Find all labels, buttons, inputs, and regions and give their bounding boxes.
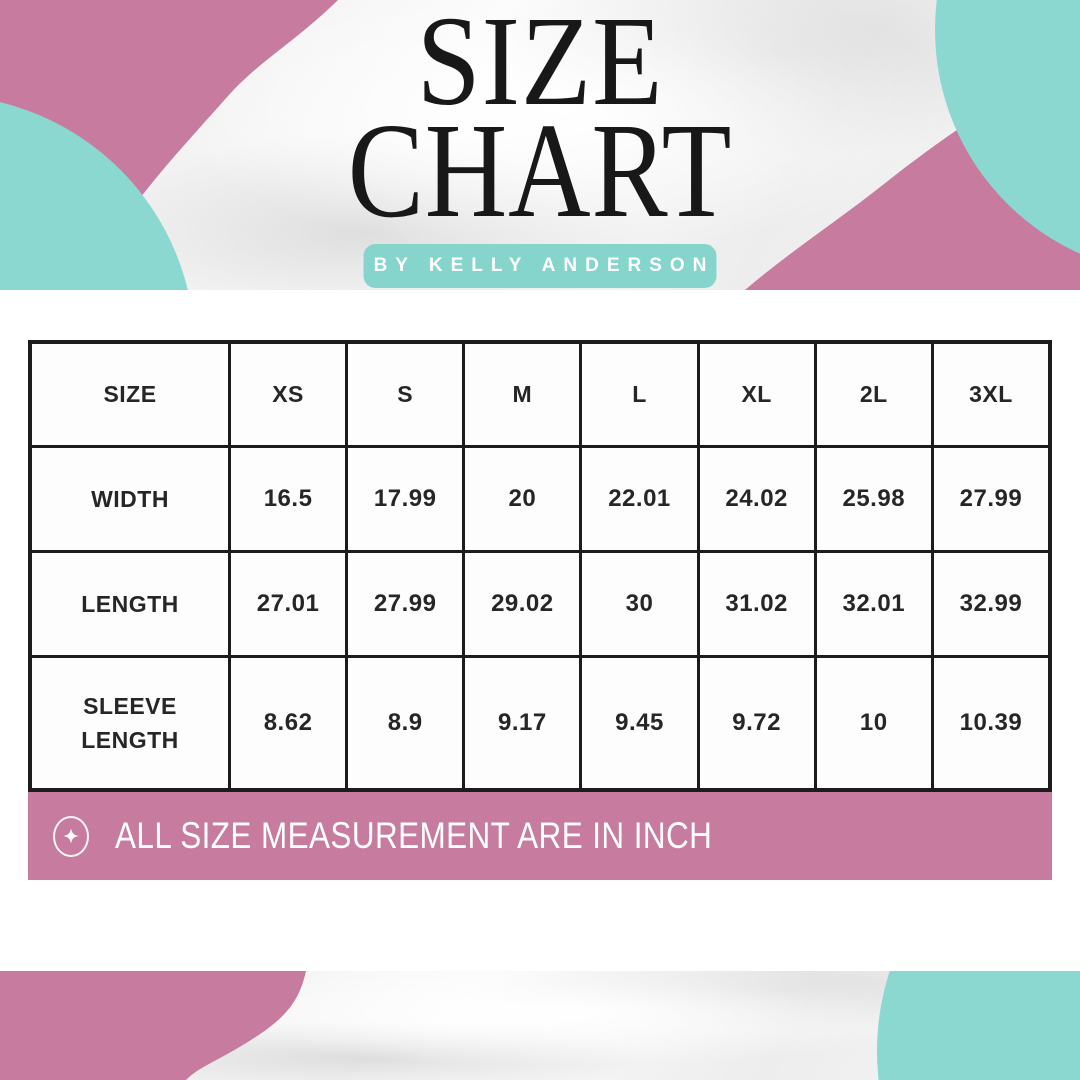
byline-badge: BY KELLY ANDERSON [363,244,717,288]
table-cell: 27.99 [933,448,1048,550]
bottom-blob-shapes [0,971,1080,1080]
header-cell-xs: XS [231,344,346,445]
size-table: SIZE XS S M L XL 2L 3XL WIDTH 16.5 17.99… [28,340,1052,792]
table-cell: 30 [582,553,697,655]
top-decoration-band: SIZE CHART BY KELLY ANDERSON [0,0,1080,290]
table-cell: 10 [816,658,931,788]
table-cell: 27.99 [348,553,463,655]
header-cell-s: S [348,344,463,445]
table-cell: 10.39 [933,658,1048,788]
table-cell: 8.9 [348,658,463,788]
header-cell-size: SIZE [32,344,228,445]
row-label-width: WIDTH [32,448,228,550]
pink-blob-bottom-left [0,971,306,1080]
table-cell: 27.01 [231,553,346,655]
table-cell: 24.02 [699,448,814,550]
header-cell-xl: XL [699,344,814,445]
top-blob-shapes [0,0,1080,290]
table-cell: 32.99 [933,553,1048,655]
row-label-sleeve-length: SLEEVE LENGTH [32,658,228,788]
table-cell: 29.02 [465,553,580,655]
table-cell: 9.45 [582,658,697,788]
header-cell-m: M [465,344,580,445]
teal-circle-bottom-left [0,102,188,290]
measurement-note-banner: ALL SIZE MEASUREMENT ARE IN INCH [28,792,1052,880]
header-cell-2l: 2L [816,344,931,445]
measurement-note-text: ALL SIZE MEASUREMENT ARE IN INCH [115,815,713,856]
table-cell: 16.5 [231,448,346,550]
sparkle-icon [53,815,89,857]
header-cell-3xl: 3XL [933,344,1048,445]
bottom-decoration-band [0,971,1080,1080]
teal-blob-bottom-right [877,971,1080,1080]
table-cell: 9.72 [699,658,814,788]
table-cell: 31.02 [699,553,814,655]
table-cell: 17.99 [348,448,463,550]
table-cell: 8.62 [231,658,346,788]
page-title-line1: SIZE [416,0,664,132]
page-title-line2: CHART [347,96,733,246]
table-cell: 32.01 [816,553,931,655]
header-cell-l: L [582,344,697,445]
table-cell: 9.17 [465,658,580,788]
table-cell: 25.98 [816,448,931,550]
row-label-length: LENGTH [32,553,228,655]
table-cell: 22.01 [582,448,697,550]
table-cell: 20 [465,448,580,550]
teal-blob-top-right [935,0,1080,254]
